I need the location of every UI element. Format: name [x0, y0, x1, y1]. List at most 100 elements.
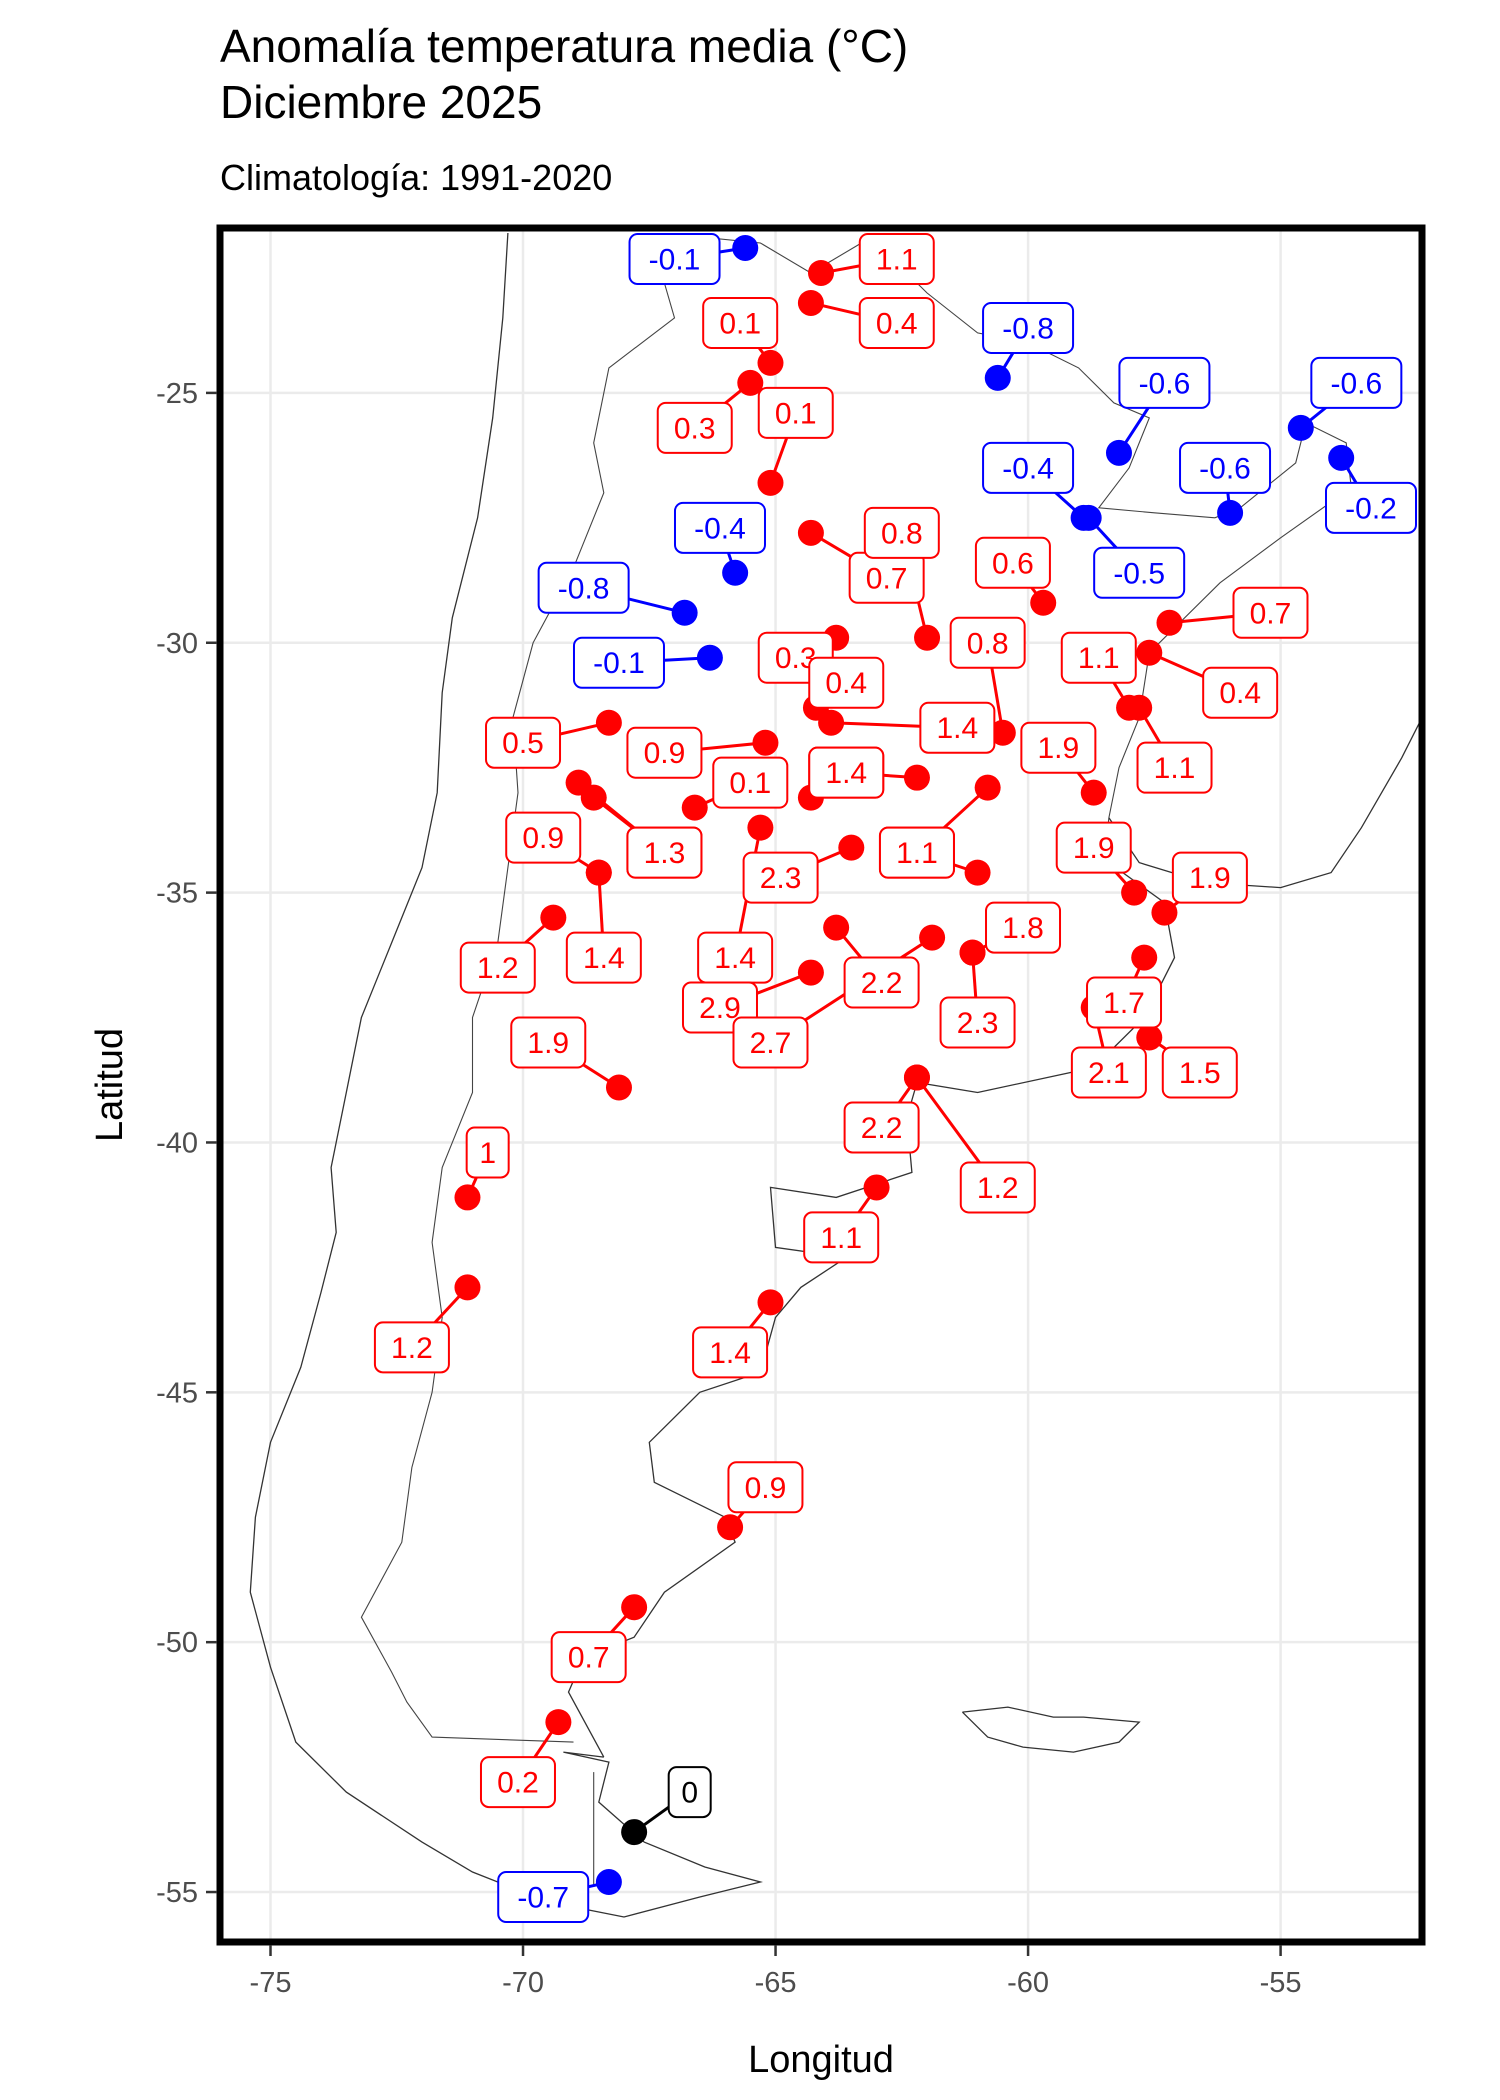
label-box [959, 1161, 1036, 1214]
y-tick-label: -25 [156, 378, 198, 410]
chart-title-line2: Diciembre 2025 [220, 76, 542, 128]
station-label: 0 [667, 1766, 712, 1819]
label-value: -0.7 [517, 1882, 569, 1915]
label-box [1055, 821, 1132, 874]
station-point [1080, 779, 1107, 806]
station-label: -0.4 [982, 441, 1075, 494]
station-point [681, 794, 708, 821]
label-box [878, 826, 955, 879]
station-point [1126, 694, 1153, 721]
label-value: 0.9 [522, 822, 564, 855]
station-label: 1.2 [959, 1161, 1036, 1214]
label-box [550, 1631, 627, 1684]
label-box [863, 506, 940, 559]
station-label: 0.7 [550, 1631, 627, 1684]
station-point [797, 959, 824, 986]
label-value: 1.4 [937, 712, 979, 745]
station-point [671, 599, 698, 626]
x-tick-label: -70 [502, 1967, 544, 1999]
label-value: 0 [681, 1777, 698, 1810]
station-label: 0.8 [949, 616, 1026, 669]
station-points [454, 234, 1355, 1896]
station-point [974, 774, 1001, 801]
label-value: -0.6 [1330, 367, 1382, 400]
label-value: -0.1 [649, 244, 701, 277]
label-box [1310, 356, 1403, 409]
station-point [454, 1184, 481, 1211]
label-box [656, 401, 733, 454]
label-value: 2.9 [699, 992, 741, 1025]
label-box [843, 956, 920, 1009]
station-label: 1.8 [985, 901, 1062, 954]
label-box [1202, 666, 1279, 719]
station-label: -0.1 [628, 233, 721, 285]
label-box [505, 811, 582, 864]
y-tick-label: -40 [156, 1127, 198, 1159]
station-label: -0.1 [572, 636, 665, 689]
label-value: 2.3 [760, 862, 802, 895]
label-value: 0.7 [568, 1642, 610, 1675]
label-value: 0.8 [967, 627, 1009, 660]
label-value: -0.8 [1002, 312, 1054, 345]
label-value: 1.4 [714, 942, 756, 975]
label-box [757, 386, 834, 439]
station-point [621, 1594, 648, 1621]
station-point [1151, 899, 1178, 926]
label-value: 1.2 [391, 1332, 433, 1365]
station-label: 1.1 [1136, 741, 1213, 794]
label-box [939, 996, 1016, 1049]
station-label: 0.5 [485, 716, 562, 769]
station-label: 1.1 [878, 826, 955, 879]
label-box [1179, 441, 1272, 494]
station-point [747, 814, 774, 841]
x-tick-label: -75 [250, 1967, 292, 1999]
station-label: 0.2 [479, 1756, 556, 1809]
y-axis-title: Latitud [89, 1028, 131, 1142]
label-value: 1.1 [820, 1222, 862, 1255]
label-value: 2.2 [861, 1112, 903, 1145]
label-value: 0.7 [1250, 597, 1292, 630]
station-label: 1.2 [459, 941, 536, 994]
label-box [626, 726, 703, 779]
station-label: 1.2 [373, 1321, 450, 1374]
station-point [797, 289, 824, 316]
station-label: 1.3 [626, 826, 703, 879]
station-point [737, 369, 764, 396]
label-value: 2.2 [861, 967, 903, 1000]
station-label: 1.4 [808, 746, 885, 799]
label-box [808, 746, 885, 799]
label-box [1020, 721, 1097, 774]
label-box [732, 1016, 809, 1069]
label-box [459, 941, 536, 994]
station-labels: -0.1 1.1 0.4 0.1 0.3 0.1 -0.8 -0.6 -0.6 -0.2 -0.6 -… [373, 233, 1417, 1924]
label-box [373, 1321, 450, 1374]
label-value: 0.8 [881, 517, 923, 550]
station-point [959, 939, 986, 966]
label-box [673, 501, 766, 554]
uruguay-coast [1108, 717, 1423, 889]
label-box [692, 1326, 769, 1379]
station-point [595, 709, 622, 736]
station-label: 0.4 [858, 296, 935, 349]
label-value: 2.7 [750, 1027, 792, 1060]
label-box [858, 296, 935, 349]
station-label: 1 [465, 1126, 510, 1179]
label-value: -0.8 [558, 572, 610, 605]
station-label: 0.8 [863, 506, 940, 559]
label-value: 1.9 [1038, 732, 1080, 765]
label-box [1060, 631, 1137, 684]
station-label: 0.1 [702, 296, 779, 349]
station-point [717, 1514, 744, 1541]
x-tick-label: -65 [755, 1967, 797, 1999]
label-box [982, 441, 1075, 494]
label-box [858, 233, 935, 285]
station-point [696, 644, 723, 671]
label-value: -0.6 [1199, 452, 1251, 485]
label-box [1093, 546, 1186, 599]
station-point [1136, 639, 1163, 666]
label-value: 0.5 [502, 727, 544, 760]
station-point [863, 1174, 890, 1201]
station-label: 1.9 [1020, 721, 1097, 774]
x-tick-label: -60 [1007, 1967, 1049, 1999]
y-tick-label: -30 [156, 628, 198, 660]
